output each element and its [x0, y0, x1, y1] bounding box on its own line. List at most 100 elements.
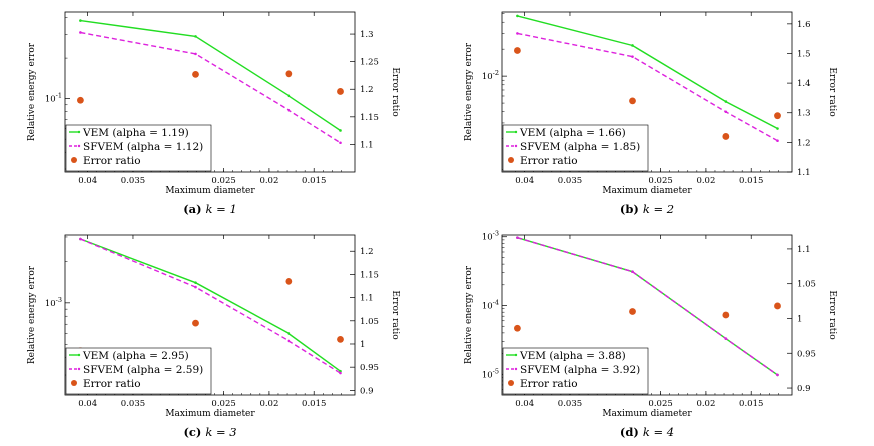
y2-tick-label: 0.9 — [360, 386, 374, 396]
x-tick-label: 0.015 — [302, 176, 326, 186]
y2-tick-label: 0.9 — [797, 384, 811, 394]
x-tick-label: 0.02 — [259, 399, 278, 409]
vem-point — [339, 369, 342, 373]
chart-svg: 0.04 0.035 0.025 0.02 0.015 10-2 1.1 1.2 1.3 1.4 1… — [464, 11, 837, 216]
legend-box — [65, 124, 212, 172]
vem-series-line — [80, 19, 341, 132]
y2-tick-label: 1 — [797, 314, 802, 324]
plot-frame — [501, 234, 793, 396]
y2-tick-label: 1.2 — [797, 138, 811, 148]
x-tick-label: 0.04 — [78, 399, 97, 409]
y2-tick-label: 1.25 — [360, 58, 379, 68]
y2-axis-label: Error ratio — [827, 67, 837, 116]
y2-tick-label: 1.4 — [797, 79, 811, 89]
chart-svg: 0.04 0.035 0.025 0.02 0.015 10-1 1.1 1.15 1.2 1.2… — [27, 11, 400, 216]
vem-point — [776, 127, 779, 130]
sfvem-point — [194, 52, 197, 56]
sfvem-point — [516, 236, 519, 239]
y2-axis-label: Error ratio — [390, 67, 400, 116]
legend-label: Error ratio — [520, 155, 578, 167]
sfvem-point — [724, 337, 728, 340]
y-tick-label: 10-5 — [482, 367, 499, 380]
x-tick-label: 0.015 — [302, 399, 326, 409]
x-tick-label: 0.035 — [121, 176, 145, 186]
sfvem-point — [339, 141, 342, 145]
y2-tick-label: 1.1 — [797, 168, 811, 178]
sfvem-series-line — [517, 32, 778, 142]
legend-label: SFVEM (alpha = 3.92) — [520, 364, 640, 376]
y-axis-label: Relative energy error — [27, 265, 37, 364]
figure-caption: (c) k = 3 — [183, 425, 236, 439]
y-tick-label: 10-3 — [45, 296, 62, 309]
chart-panel-a: 0.04 0.035 0.025 0.02 0.015 10-1 1.1 1.15 1.2 1.2… — [0, 0, 437, 223]
error-ratio-point — [629, 308, 636, 315]
sfvem-point — [631, 55, 634, 58]
y2-tick-label: 1.5 — [797, 49, 811, 59]
x-tick-label: 0.02 — [696, 176, 715, 186]
x-tick-label: 0.02 — [696, 399, 715, 409]
vem-point — [631, 44, 634, 47]
x-axis-label: Maximum diameter — [602, 186, 692, 196]
sfvem-point — [79, 237, 82, 241]
y2-tick-label: 1.1 — [360, 140, 374, 150]
error-ratio-point — [337, 335, 344, 343]
sfvem-point — [79, 31, 82, 34]
sfvem-point — [724, 110, 728, 114]
legend-dot — [77, 367, 81, 371]
vem-series-line — [517, 15, 778, 130]
error-ratio-point — [774, 112, 781, 120]
legend-label: Error ratio — [83, 378, 141, 390]
y2-tick-label: 1.2 — [360, 247, 374, 257]
legend-marker-ratio — [508, 157, 514, 163]
legend-dot — [514, 130, 518, 134]
sfvem-point — [631, 270, 634, 274]
x-tick-label: 0.015 — [739, 399, 763, 409]
error-ratio-point — [337, 88, 344, 95]
x-tick-label: 0.04 — [515, 176, 534, 186]
sfvem-point — [287, 339, 291, 343]
sfvem-point — [776, 373, 779, 377]
y-axis-label: Relative energy error — [27, 42, 37, 141]
y2-tick-label: 1.2 — [360, 85, 374, 95]
sfvem-series-line — [80, 238, 341, 374]
y-tick-label: 10-3 — [482, 230, 499, 243]
legend-marker-ratio — [508, 380, 514, 386]
x-axis-label: Maximum diameter — [165, 409, 255, 419]
sfvem-point — [776, 139, 779, 143]
y2-tick-label: 0.95 — [360, 363, 379, 373]
y2-axis-label: Error ratio — [390, 290, 400, 339]
error-ratio-point — [774, 302, 781, 310]
vem-point — [287, 94, 291, 98]
legend-box — [502, 124, 649, 172]
legend-dot — [77, 353, 81, 357]
vem-point — [194, 35, 197, 38]
y-tick-label: 10-1 — [45, 92, 62, 105]
sfvem-series-line — [517, 237, 778, 376]
y2-tick-label: 1.3 — [360, 30, 374, 40]
x-tick-label: 0.025 — [648, 176, 672, 186]
y2-tick-label: 1.05 — [797, 280, 816, 290]
vem-series-line — [80, 238, 341, 372]
figure-caption: (b) k = 2 — [620, 202, 674, 216]
plot-frame — [64, 234, 356, 396]
legend-marker-ratio — [71, 380, 77, 386]
legend-label: Error ratio — [83, 155, 141, 167]
sfvem-point — [194, 285, 197, 289]
chart-svg: 0.04 0.035 0.025 0.02 0.015 10-3 0.9 0.95 1 1.05 1… — [27, 234, 400, 439]
legend-dot — [77, 130, 81, 134]
x-tick-label: 0.025 — [211, 176, 235, 186]
legend-label: VEM (alpha = 1.19) — [82, 127, 189, 139]
x-tick-label: 0.035 — [558, 176, 582, 186]
y2-tick-label: 1.3 — [797, 109, 811, 119]
sfvem-point — [287, 108, 291, 112]
chart-panel-d: 0.04 0.035 0.025 0.02 0.015 10-3 10-4 10-5 0.9 0.… — [437, 223, 874, 446]
legend-label: SFVEM (alpha = 1.12) — [83, 141, 203, 153]
error-ratio-point — [722, 133, 730, 140]
legend-dot — [514, 144, 518, 148]
y2-tick-label: 1.05 — [360, 317, 379, 327]
chart-panel-b: 0.04 0.035 0.025 0.02 0.015 10-2 1.1 1.2 1.3 1.4 1… — [437, 0, 874, 223]
vem-point — [339, 129, 342, 132]
legend-dot — [514, 353, 518, 357]
legend-box — [65, 347, 212, 395]
sfvem-series-line — [80, 31, 341, 144]
